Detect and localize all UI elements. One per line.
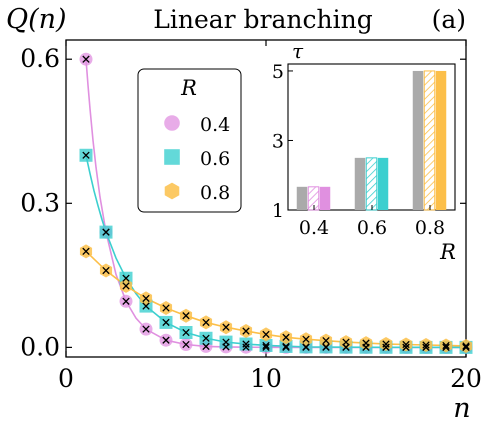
inset-x-tick-label: 0.4 — [299, 217, 329, 239]
inset-bar-colored-solid-R0.4 — [319, 186, 331, 210]
inset-chart: τ R 1 3 5 0.4 0.6 0.8 — [272, 39, 456, 264]
simulation-cross — [442, 343, 450, 352]
simulation-cross — [222, 323, 230, 331]
simulation-cross — [322, 343, 330, 351]
simulation-cross — [142, 294, 150, 303]
legend-label: 0.6 — [200, 148, 230, 170]
y-tick-label: 0.3 — [20, 188, 60, 217]
simulation-cross — [142, 325, 150, 333]
simulation-cross — [82, 151, 90, 159]
legend-label: 0.8 — [200, 182, 230, 204]
simulation-cross — [182, 340, 190, 349]
simulation-cross — [182, 328, 190, 337]
legend-box — [137, 68, 242, 213]
inset-bar-gray-solid-R0.4 — [296, 186, 308, 210]
y-tick-label: 0.6 — [20, 44, 60, 73]
simulation-cross — [262, 341, 270, 350]
simulation-cross — [242, 343, 250, 351]
simulation-cross — [122, 274, 130, 282]
simulation-cross — [242, 340, 250, 348]
legend-title: R — [180, 76, 197, 100]
simulation-cross — [122, 282, 130, 290]
simulation-cross — [322, 337, 330, 345]
inset-x-tick-label: 0.8 — [415, 217, 445, 239]
x-tick-label: 10 — [250, 364, 282, 393]
panel-label: (a) — [432, 5, 466, 34]
y-axis-label: Q(n) — [6, 4, 67, 35]
inset-bar-hatched-R0.8 — [423, 70, 436, 211]
simulation-cross — [382, 340, 390, 348]
simulation-cross — [202, 318, 210, 327]
simulation-cross — [462, 343, 470, 352]
inset-y-tick-label: 3 — [272, 130, 284, 152]
inset-bar-gray-solid-R0.6 — [354, 157, 366, 210]
x-tick-label: 20 — [450, 364, 482, 393]
simulation-cross — [102, 266, 110, 275]
simulation-cross — [142, 302, 150, 310]
inset-bar-colored-solid-R0.8 — [435, 70, 447, 210]
chart-title: Linear branching — [153, 5, 372, 34]
simulation-cross — [402, 340, 410, 349]
simulation-cross — [202, 334, 210, 342]
simulation-cross — [82, 55, 90, 63]
x-tick-label: 0 — [58, 364, 74, 393]
y-tick-label: 0.0 — [20, 332, 60, 361]
simulation-cross — [182, 312, 190, 320]
legend-label: 0.4 — [200, 114, 230, 136]
simulation-cross — [402, 343, 410, 352]
simulation-cross — [222, 338, 230, 346]
simulation-cross — [302, 335, 310, 343]
simulation-cross — [202, 342, 210, 351]
inset-y-label: τ — [292, 39, 304, 63]
simulation-cross — [162, 318, 170, 327]
simulation-cross — [162, 304, 170, 312]
legend-marker-0.8 — [164, 182, 180, 200]
simulation-cross — [242, 327, 250, 335]
inset-bar-gray-solid-R0.8 — [412, 70, 424, 210]
inset-bar-hatched-R0.6 — [365, 157, 378, 211]
x-axis-label: n — [453, 393, 470, 424]
simulation-cross — [422, 341, 430, 349]
simulation-cross — [282, 333, 290, 341]
simulation-cross — [262, 343, 270, 351]
simulation-cross — [162, 336, 170, 344]
legend-marker-0.4 — [164, 115, 180, 131]
inset-y-tick-label: 1 — [272, 200, 284, 222]
legend-marker-0.6 — [164, 149, 180, 165]
simulation-cross — [422, 343, 430, 352]
simulation-cross — [262, 330, 270, 339]
legend: R 0.4 0.6 0.8 — [137, 68, 242, 213]
simulation-cross — [302, 343, 310, 351]
simulation-cross — [442, 341, 450, 350]
inset-x-label: R — [439, 240, 456, 264]
simulation-cross — [382, 343, 390, 351]
inset-y-tick-label: 5 — [272, 61, 284, 83]
simulation-cross — [82, 247, 90, 255]
simulation-cross — [122, 297, 130, 305]
simulation-cross — [462, 342, 470, 350]
simulation-cross — [362, 339, 370, 347]
simulation-cross — [342, 338, 350, 346]
inset-x-tick-label: 0.6 — [357, 217, 387, 239]
simulation-cross — [282, 342, 290, 351]
inset-bar-colored-solid-R0.6 — [377, 157, 389, 210]
simulation-cross — [102, 228, 110, 236]
